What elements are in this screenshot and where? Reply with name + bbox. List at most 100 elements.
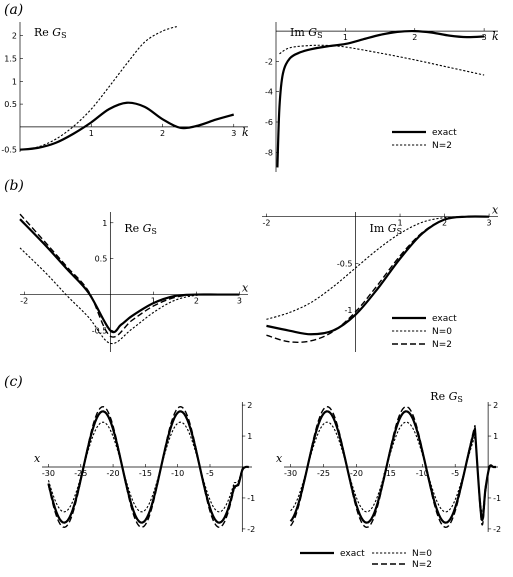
series-line-n2 (19, 213, 240, 338)
plot-title: Im GS (290, 26, 323, 40)
series-line-exact (19, 218, 240, 334)
legend-label: exact (340, 549, 365, 559)
y-tick-label: 2 (493, 401, 498, 410)
title-symbol: G (143, 222, 152, 235)
legend-label: N=0 (412, 549, 432, 559)
title-subscript: S (457, 395, 462, 404)
series-group (289, 405, 497, 529)
series-line-n2 (279, 44, 485, 76)
x-axis-label: x (276, 452, 283, 465)
x-tick-label: -25 (317, 469, 330, 478)
y-tick-label: -0.5 (92, 326, 108, 335)
series-line-exact (19, 101, 235, 151)
series-group (266, 215, 490, 343)
legend-label: N=2 (432, 141, 452, 151)
x-tick-label: -10 (171, 469, 184, 478)
plot-title: Im GS (370, 222, 403, 236)
legend-label: exact (432, 128, 457, 138)
panel-label-a: (a) (4, 2, 23, 18)
x-tick-label: 3 (482, 33, 487, 42)
x-tick-label: 3 (237, 297, 242, 306)
y-tick-label: -6 (265, 118, 273, 127)
x-tick-label: -5 (206, 469, 214, 478)
x-tick-label: -2 (20, 297, 28, 306)
y-tick-label: 1 (247, 432, 252, 441)
legend: exact N=2 (392, 128, 457, 151)
y-tick-label: -0.5 (1, 146, 17, 155)
y-tick-label: -4 (265, 88, 273, 97)
x-tick-label: -20 (107, 469, 120, 478)
x-tick-label: 3 (487, 219, 492, 228)
x-axis-label: x (492, 204, 499, 217)
y-tick-label: -1 (247, 494, 255, 503)
series-line-n2 (266, 215, 490, 343)
y-tick-label: -8 (265, 148, 273, 157)
x-tick-label: -30 (42, 469, 55, 478)
legend-label: N=2 (432, 340, 452, 350)
x-tick-label: -15 (139, 469, 152, 478)
series-line-n2 (19, 26, 177, 151)
legend-label: exact (432, 314, 457, 324)
series-line-exact (276, 29, 485, 168)
x-tick-label: -10 (416, 469, 429, 478)
y-tick-label: 1 (493, 432, 498, 441)
panel-label-b: (b) (4, 178, 24, 194)
y-tick-label: 0.5 (4, 100, 17, 109)
y-tick-label: -2 (265, 57, 273, 66)
y-tick-label: 0.5 (95, 255, 108, 264)
title-prefix: Im (370, 222, 388, 235)
title-symbol: G (449, 390, 458, 403)
series-line-n2 (290, 405, 497, 529)
x-tick-label: -20 (350, 469, 363, 478)
plot-a1: 1 2 3-0.50.511.52 Re GSk (1, 22, 249, 155)
x-tick-label: 1 (397, 219, 402, 228)
x-tick-label: -15 (383, 469, 396, 478)
x-axis-label: k (492, 30, 499, 43)
title-subscript: S (317, 31, 322, 40)
legend-label: N=0 (432, 327, 452, 337)
legend-label: N=2 (412, 560, 432, 570)
x-tick-label: 1 (89, 129, 94, 138)
legend: exact N=0N=2 (300, 549, 432, 570)
x-axis-label: k (242, 126, 249, 139)
x-tick-label: 2 (194, 297, 199, 306)
title-prefix: Re (430, 390, 448, 403)
title-symbol: G (52, 26, 61, 39)
y-tick-label: 1 (102, 219, 107, 228)
title-symbol: G (388, 222, 397, 235)
y-tick-label: -0.5 (337, 259, 353, 268)
plot-a2: 1 2 3 -2 -4 -6 -8 Im GS k exact N=2 (265, 22, 499, 172)
title-subscript: S (397, 227, 402, 236)
x-axis-label: x (242, 282, 249, 295)
title-subscript: S (61, 31, 66, 40)
x-tick-label: -2 (262, 219, 270, 228)
series-line-n0 (266, 216, 490, 320)
y-tick-label: -2 (247, 525, 255, 534)
y-tick-label: 2 (12, 32, 17, 41)
series-line-exact (289, 410, 497, 524)
title-subscript: S (151, 227, 156, 236)
x-tick-label: 1 (343, 33, 348, 42)
x-tick-label: 2 (412, 33, 417, 42)
y-tick-label: 1 (12, 77, 17, 86)
series-line-n0 (19, 247, 240, 345)
panel-label-c: (c) (4, 374, 23, 390)
plot-title: Re GS (124, 222, 157, 236)
plot-title: Re GS (430, 390, 463, 404)
series-group (276, 29, 485, 168)
y-tick-label: 1.5 (4, 54, 17, 63)
legend: exact N=0 N=2 (392, 314, 457, 350)
x-tick-label: 3 (231, 129, 236, 138)
y-tick-label: -1 (493, 494, 501, 503)
x-tick-label: -25 (74, 469, 87, 478)
y-tick-label: 2 (247, 401, 252, 410)
title-prefix: Re (34, 26, 52, 39)
x-axis-label: x (34, 452, 41, 465)
plot-title: Re GS (34, 26, 67, 40)
series-group (47, 405, 249, 529)
title-prefix: Im (290, 26, 308, 39)
y-tick-label: -2 (493, 525, 501, 534)
